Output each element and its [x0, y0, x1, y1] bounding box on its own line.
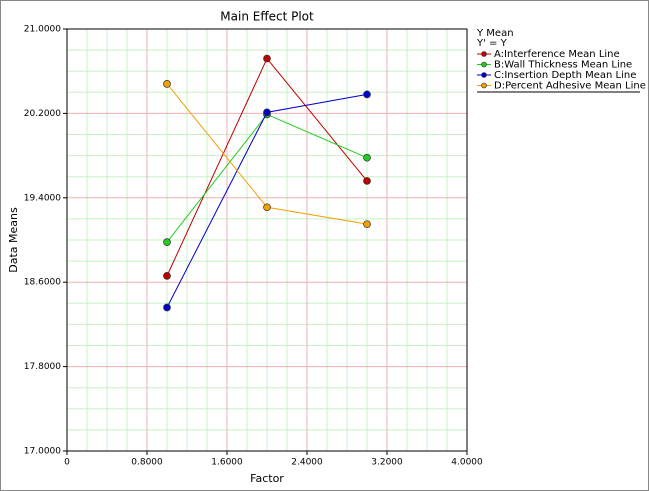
- x-tick-label: 4.0000: [451, 458, 483, 468]
- plot-border: [66, 28, 468, 452]
- y-tick-label: 21.0000: [24, 25, 61, 35]
- grid: [66, 28, 468, 452]
- x-tick-label: 1.6000: [211, 458, 243, 468]
- x-tick-label: 3.2000: [371, 458, 403, 468]
- x-tick-label: 0: [64, 458, 70, 468]
- legend-marker: [481, 72, 487, 78]
- point: [363, 90, 371, 99]
- legend-label: A:Interference Mean Line: [494, 49, 620, 60]
- legend-marker: [481, 82, 487, 89]
- y-tick-label: 17.8000: [24, 362, 61, 372]
- x-tick-label: 0.8000: [131, 458, 163, 468]
- point: [363, 153, 371, 162]
- y-tick-label: 17.0000: [24, 447, 61, 457]
- y-tick-label: 18.6000: [24, 278, 61, 288]
- point: [263, 108, 271, 117]
- x-tick-label: 2.4000: [291, 458, 323, 468]
- plot: [163, 54, 371, 312]
- point: [163, 80, 171, 88]
- chart-title: Main Effect Plot: [220, 10, 314, 24]
- y-tick-label: 19.4000: [24, 193, 61, 203]
- legend-marker: [481, 61, 487, 68]
- point: [363, 177, 371, 185]
- legend-label: B:Wall Thickness Mean Line: [494, 60, 632, 71]
- y-tick-label: 20.2000: [24, 109, 61, 119]
- point: [163, 238, 171, 246]
- point: [163, 303, 171, 312]
- legend-subtitle: Y' = Y: [476, 38, 508, 49]
- y-axis-label: Data Means: [7, 207, 20, 273]
- point: [163, 272, 171, 280]
- legend-label: D:Percent Adhesive Mean Line: [494, 81, 646, 92]
- point: [263, 54, 271, 63]
- legend-title: Y Mean: [476, 28, 514, 39]
- x-axis-label: Factor: [250, 472, 284, 485]
- point: [363, 220, 371, 229]
- legend-marker: [481, 51, 487, 57]
- point: [263, 203, 271, 212]
- legend-label: C:Insertion Depth Mean Line: [494, 70, 636, 81]
